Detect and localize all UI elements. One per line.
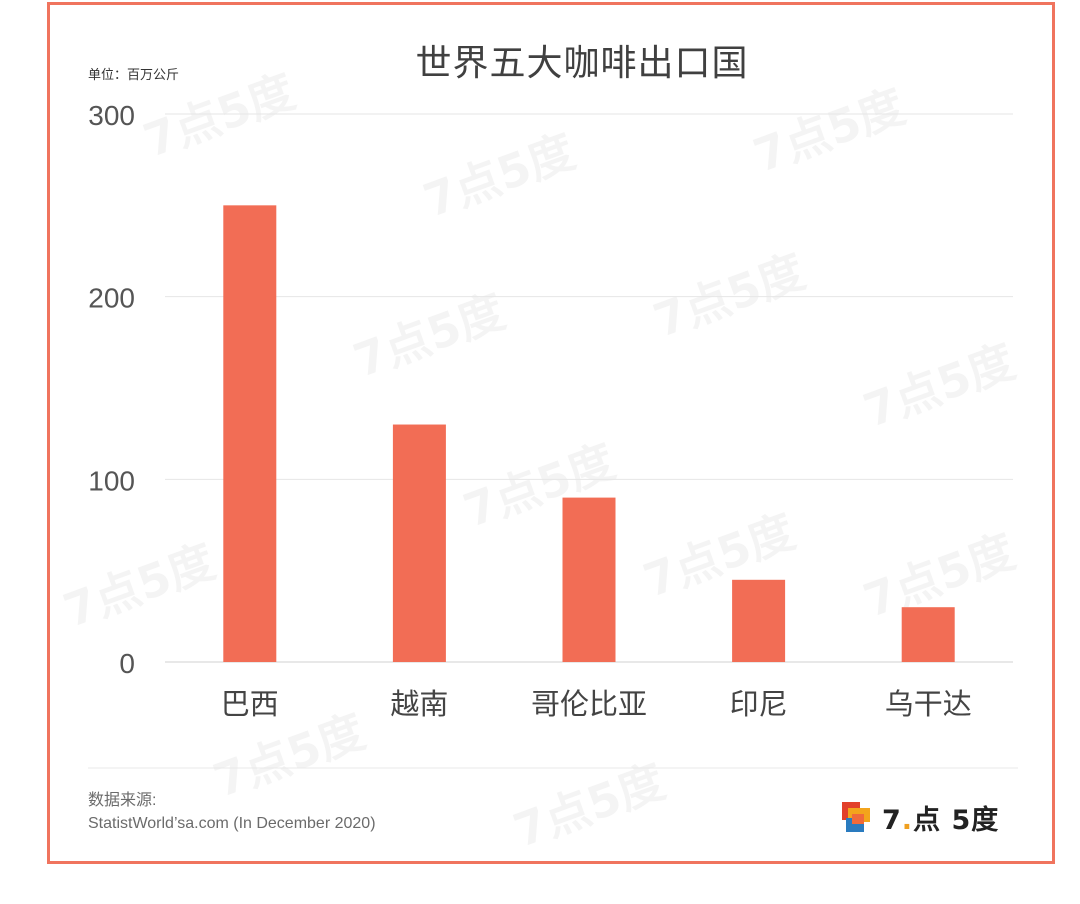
y-tick-label: 0 [119,648,135,679]
x-tick-label: 越南 [390,687,448,721]
source-note: 数据来源: StatistWorld’sa.com (In December 2… [88,789,376,835]
x-tick-label: 哥伦比亚 [531,687,647,721]
bars [223,205,955,663]
x-tick-label: 巴西 [221,687,279,721]
y-tick-label: 200 [88,283,135,314]
unit-label: 单位：百万公斤 [88,68,180,83]
logo-icon [842,801,870,832]
brand-logo: 7.点 5度 [840,798,999,837]
bar [562,497,616,662]
source-label: 数据来源: [88,792,157,809]
chart-title: 世界五大咖啡出口国 [415,43,749,84]
y-tick-label: 100 [88,465,135,496]
grid-lines [165,113,1013,663]
bar [223,205,277,663]
bar [901,607,955,662]
y-axis-ticks: 0 100 200 300 [88,100,135,679]
y-tick-label: 300 [88,100,135,131]
brand-name: 7.点 5度 [882,805,1000,836]
bar [392,424,446,662]
x-tick-label: 印尼 [730,687,788,721]
bar [732,579,786,662]
source-text: StatistWorld’sa.com (In December 2020) [88,815,376,832]
x-tick-label: 乌干达 [885,687,972,721]
x-axis-labels: 巴西 越南 哥伦比亚 印尼 乌干达 [221,687,972,721]
chart-frame [47,2,1055,864]
